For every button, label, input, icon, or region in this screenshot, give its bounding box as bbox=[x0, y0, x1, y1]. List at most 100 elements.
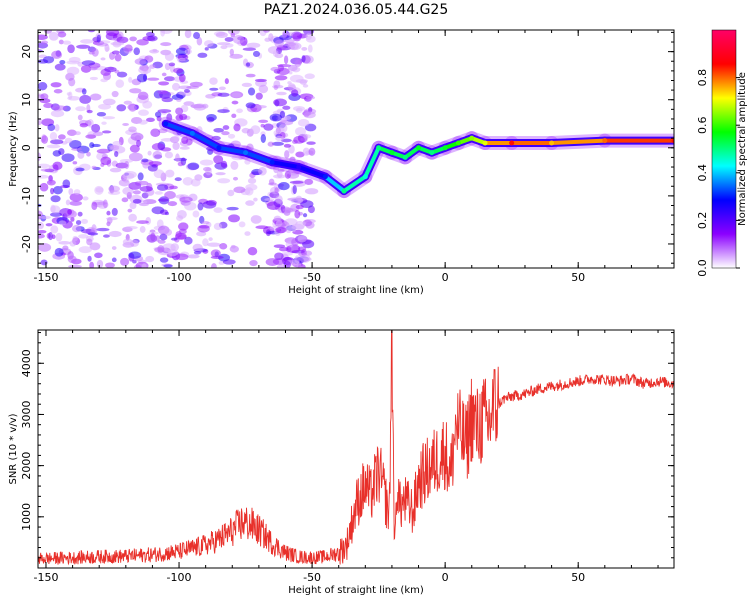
snr-y-tick-label: 1000 bbox=[20, 503, 33, 531]
noise-blob bbox=[66, 66, 80, 76]
noise-blob bbox=[67, 44, 75, 54]
noise-blob bbox=[233, 123, 241, 132]
snr-panel: -150 -100 -50 0 50 1000 2000 3000 4000 Height of… bbox=[8, 329, 675, 596]
noise-blob bbox=[274, 39, 284, 48]
noise-blob bbox=[175, 114, 184, 121]
noise-blob bbox=[116, 104, 127, 112]
noise-blob bbox=[193, 103, 207, 111]
noise-blob bbox=[184, 48, 192, 55]
spectrogram-x-tick-label: -50 bbox=[303, 271, 321, 284]
spectrogram-y-tick-label: 0 bbox=[20, 144, 33, 151]
noise-blob bbox=[105, 47, 110, 52]
noise-blob bbox=[178, 222, 189, 231]
noise-blob bbox=[293, 243, 298, 251]
noise-blob bbox=[48, 231, 53, 241]
noise-blob bbox=[96, 148, 111, 154]
noise-blob bbox=[121, 197, 129, 203]
ridge-point bbox=[163, 121, 169, 127]
noise-blob bbox=[48, 31, 59, 41]
noise-blob bbox=[77, 114, 83, 121]
noise-blob bbox=[164, 52, 175, 61]
noise-blob bbox=[96, 259, 104, 268]
noise-blob bbox=[111, 207, 118, 216]
snr-x-tick-label: 0 bbox=[442, 571, 449, 584]
noise-blob bbox=[270, 66, 280, 72]
colorbar-ticks: 0.0 0.2 0.4 0.6 0.8 bbox=[696, 69, 740, 277]
noise-blob bbox=[175, 153, 180, 163]
ridge-point bbox=[362, 174, 368, 180]
noise-blob bbox=[282, 105, 291, 110]
noise-blob bbox=[303, 111, 316, 119]
noise-blob bbox=[275, 195, 283, 204]
noise-blob bbox=[197, 202, 204, 211]
noise-blob bbox=[116, 71, 128, 78]
noise-blob bbox=[137, 91, 149, 101]
snr-y-tick-label: 4000 bbox=[20, 349, 33, 377]
noise-blob bbox=[308, 147, 316, 156]
noise-blob bbox=[264, 198, 275, 202]
colorbar-tick-label: 0.2 bbox=[696, 212, 709, 230]
noise-blob bbox=[291, 238, 299, 247]
noise-blob bbox=[161, 72, 167, 77]
noise-blob bbox=[146, 117, 155, 122]
noise-blob bbox=[138, 119, 148, 125]
noise-blob bbox=[283, 260, 291, 268]
noise-blob bbox=[122, 122, 129, 126]
spectrogram-x-tick-label: -150 bbox=[33, 271, 58, 284]
noise-blob bbox=[268, 182, 277, 186]
noise-blob bbox=[106, 217, 118, 221]
noise-blob bbox=[62, 40, 72, 45]
ridge-point bbox=[376, 145, 382, 151]
noise-blob bbox=[67, 255, 77, 264]
noise-blob bbox=[160, 30, 173, 35]
noise-blob bbox=[275, 219, 283, 227]
noise-blob bbox=[69, 200, 82, 206]
noise-blob bbox=[80, 64, 92, 73]
noise-blob bbox=[172, 141, 180, 151]
noise-blob bbox=[260, 134, 267, 143]
noise-blob bbox=[50, 225, 59, 234]
noise-blob bbox=[255, 92, 263, 100]
noise-blob bbox=[153, 169, 165, 179]
ridge-core bbox=[549, 138, 607, 145]
noise-blob bbox=[123, 170, 137, 179]
noise-blob bbox=[129, 88, 142, 94]
noise-blob bbox=[96, 227, 110, 232]
noise-blob bbox=[124, 225, 138, 230]
noise-blob bbox=[38, 152, 42, 162]
snr-frame bbox=[37, 329, 675, 569]
noise-blob bbox=[58, 241, 71, 245]
noise-blob bbox=[231, 113, 237, 118]
noise-blob bbox=[201, 221, 210, 225]
noise-blob bbox=[183, 101, 195, 106]
noise-blob bbox=[197, 224, 210, 233]
noise-blob bbox=[78, 246, 92, 254]
noise-blob bbox=[249, 260, 258, 267]
noise-blob bbox=[57, 31, 67, 38]
noise-blob bbox=[136, 73, 147, 83]
noise-blob bbox=[217, 109, 230, 114]
noise-blob bbox=[258, 84, 269, 94]
noise-blob bbox=[54, 124, 60, 132]
noise-blob bbox=[213, 222, 223, 231]
noise-blob bbox=[273, 85, 279, 90]
noise-blob bbox=[184, 88, 190, 93]
noise-blob bbox=[54, 63, 66, 71]
noise-blob bbox=[96, 42, 109, 47]
noise-blob bbox=[68, 77, 76, 87]
noise-blob bbox=[279, 110, 286, 119]
spectrogram-x-axis-label: Height of straight line (km) bbox=[288, 285, 424, 296]
noise-blob bbox=[128, 181, 142, 190]
noise-blob bbox=[206, 116, 215, 123]
noise-blob bbox=[302, 84, 309, 88]
noise-blob bbox=[265, 258, 280, 266]
noise-blob bbox=[57, 134, 66, 140]
noise-blob bbox=[156, 184, 169, 191]
noise-blob bbox=[128, 76, 133, 83]
noise-blob bbox=[213, 207, 223, 213]
noise-blob bbox=[244, 231, 251, 236]
noise-blob bbox=[122, 187, 134, 196]
noise-blob bbox=[52, 150, 62, 157]
snr-x-axis-label: Height of straight line (km) bbox=[288, 585, 424, 596]
noise-blob bbox=[303, 30, 315, 35]
